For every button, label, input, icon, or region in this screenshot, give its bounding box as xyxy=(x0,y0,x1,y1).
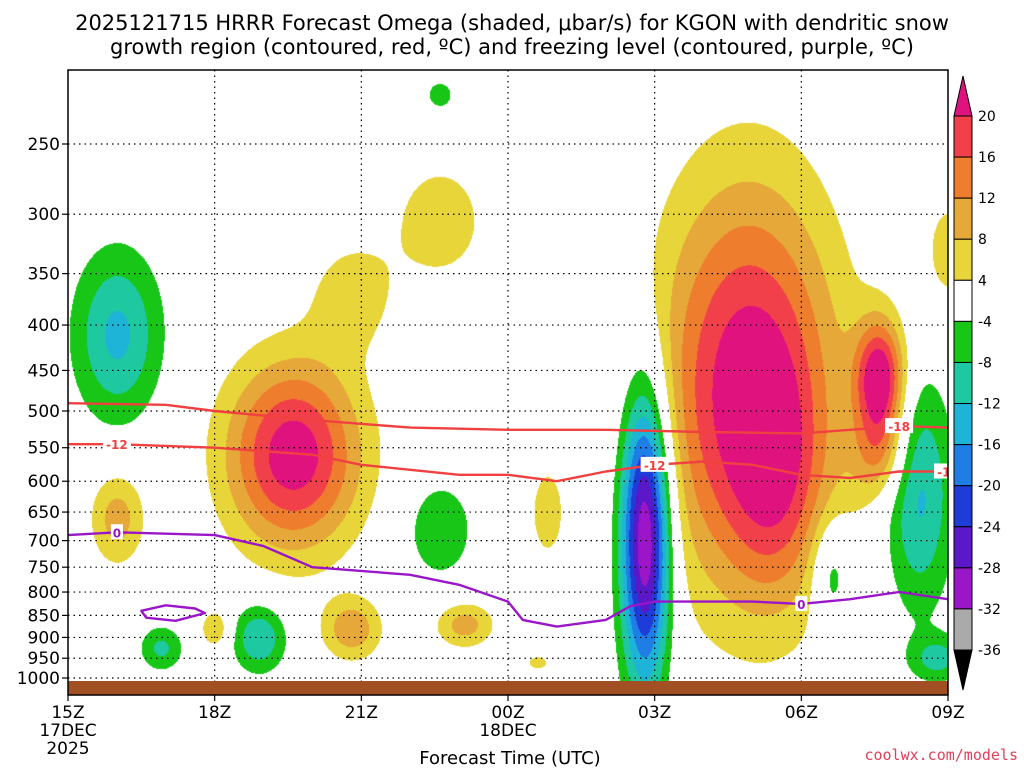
colorbar-label: 16 xyxy=(978,150,996,166)
contour-label: -12 xyxy=(106,438,128,452)
y-tick-label: 600 xyxy=(28,472,60,492)
x-axis-title: Forecast Time (UTC) xyxy=(419,748,600,768)
colorbar-label: -28 xyxy=(978,561,1001,577)
colorbar-swatch xyxy=(953,608,973,651)
y-tick-label: 400 xyxy=(28,316,60,336)
colorbar-label: -16 xyxy=(978,438,1001,454)
contour-label-bg xyxy=(640,456,669,472)
chart-title-line-2: growth region (contoured, red, ºC) and f… xyxy=(110,35,914,59)
y-tick-label: 500 xyxy=(28,402,60,422)
omega-shading xyxy=(68,70,948,695)
contour-label: 0 xyxy=(797,598,805,612)
contour-label-bg xyxy=(934,463,948,479)
colorbar-swatch xyxy=(953,156,973,199)
x-tick-label: 06Z xyxy=(785,703,818,723)
x-tick-label: 09Z xyxy=(931,703,964,723)
x-tick-label: 21Z xyxy=(345,703,378,723)
colorbar-swatch xyxy=(953,485,973,528)
x-tick-label: 15Z xyxy=(51,703,84,723)
y-tick-label: 1000 xyxy=(17,669,60,689)
ground-surface xyxy=(68,681,948,695)
colorbar-swatch xyxy=(953,403,973,446)
colorbar-label: 12 xyxy=(978,191,996,207)
y-tick-label: 450 xyxy=(28,361,60,381)
colorbar-swatch xyxy=(953,567,973,610)
colorbar-label: -8 xyxy=(978,355,992,371)
colorbar: 20 16 12 8 4 -4 -8 -12 -16 -20 -24 -28 -32 -36 xyxy=(953,75,1001,691)
contour-label: -12 xyxy=(644,459,666,473)
contour-label-bg xyxy=(795,595,808,611)
colorbar-label: 20 xyxy=(978,109,996,125)
grid-lines xyxy=(68,70,948,695)
colorbar-swatch xyxy=(953,444,973,487)
y-tick-label: 650 xyxy=(28,503,60,523)
omega-field-raster xyxy=(68,70,948,695)
x-tick-label: 18Z xyxy=(198,703,231,723)
colorbar-label: 4 xyxy=(978,273,987,289)
y-tick-label: 550 xyxy=(28,439,60,459)
y-tick-label: 700 xyxy=(28,532,60,552)
y-tick-label: 300 xyxy=(28,205,60,225)
contour-label: -12 xyxy=(937,465,959,479)
y-tick-label: 850 xyxy=(28,606,60,626)
contour-dgz-minus-18 xyxy=(68,402,948,435)
y-tick-label: 250 xyxy=(28,135,60,155)
colorbar-label: -20 xyxy=(978,479,1001,495)
contour-label: -18 xyxy=(888,420,910,434)
colorbar-swatch xyxy=(953,238,973,281)
colorbar-label: -4 xyxy=(978,314,992,330)
colorbar-label: -12 xyxy=(978,397,1001,413)
colorbar-swatch xyxy=(953,320,973,363)
temperature-contours: -12 -12 -12 -18 0 0 xyxy=(68,402,959,628)
y-tick-label: 800 xyxy=(28,583,60,603)
credit-text: coolwx.com/models xyxy=(864,746,1018,764)
x-tick-year-label: 2025 xyxy=(46,739,89,759)
x-tick-label: 03Z xyxy=(638,703,671,723)
contour-label-bg xyxy=(885,418,914,434)
y-tick-label: 900 xyxy=(28,628,60,648)
colorbar-label: 8 xyxy=(978,232,987,248)
contour-label: 0 xyxy=(113,526,121,540)
chart-title-line-1: 2025121715 HRRR Forecast Omega (shaded, … xyxy=(75,11,949,35)
colorbar-label: -36 xyxy=(978,643,1001,659)
colorbar-label: -32 xyxy=(978,602,1001,618)
x-tick-date-label: 17DEC xyxy=(39,721,96,741)
colorbar-min-arrow xyxy=(953,649,973,691)
colorbar-swatch xyxy=(953,197,973,240)
y-tick-label: 950 xyxy=(28,649,60,669)
colorbar-swatch xyxy=(953,115,973,158)
colorbar-label: -24 xyxy=(978,520,1001,536)
colorbar-swatch xyxy=(953,361,973,405)
colorbar-swatch xyxy=(953,526,973,569)
contour-label-bg xyxy=(110,524,123,540)
contour-freezing-loop xyxy=(140,604,207,622)
x-tick-label: 00Z xyxy=(491,703,524,723)
colorbar-max-arrow xyxy=(953,75,973,117)
contour-freezing-level xyxy=(68,531,948,628)
colorbar-swatch xyxy=(953,279,973,322)
y-tick-label: 750 xyxy=(28,558,60,578)
contour-label-bg xyxy=(102,436,131,452)
contour-dgz-minus-12 xyxy=(68,443,948,483)
y-tick-label: 350 xyxy=(28,265,60,285)
y-axis-ticks: 2503003504004505005506006507007508008509… xyxy=(17,135,68,689)
x-tick-date-label: 18DEC xyxy=(479,721,536,741)
